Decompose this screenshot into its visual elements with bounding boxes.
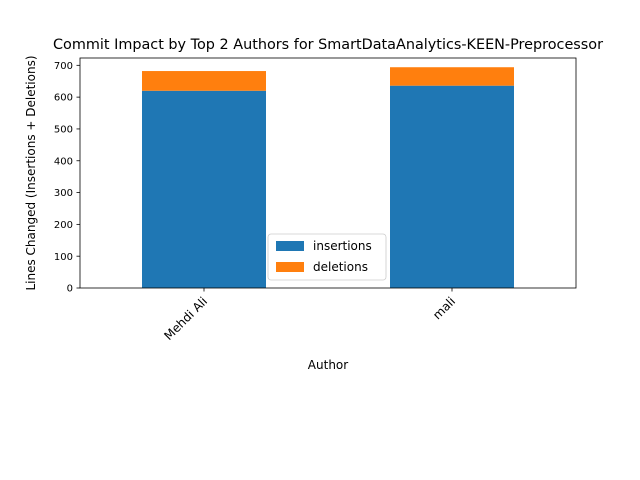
y-tick-label: 600 (54, 93, 73, 104)
y-tick-label: 500 (54, 125, 73, 136)
legend-swatch-deletions (276, 262, 304, 272)
y-axis-label: Lines Changed (Insertions + Deletions) (24, 55, 38, 290)
bar-insertions-1 (390, 85, 514, 288)
x-axis-label: Author (308, 358, 348, 372)
y-tick-label: 0 (67, 284, 73, 295)
y-tick-label: 100 (54, 252, 73, 263)
bar-deletions-1 (390, 67, 514, 86)
chart-title: Commit Impact by Top 2 Authors for Smart… (53, 37, 603, 53)
y-tick-label: 300 (54, 188, 73, 199)
legend-swatch-insertions (276, 241, 304, 251)
y-tick-label: 200 (54, 220, 73, 231)
y-tick-label: 400 (54, 156, 73, 167)
legend-label-insertions: insertions (313, 239, 372, 253)
bar-insertions-0 (142, 90, 266, 288)
plot-frame (79, 57, 577, 289)
legend-label-deletions: deletions (313, 260, 368, 274)
y-tick-label: 700 (54, 61, 73, 72)
bar-deletions-0 (142, 71, 266, 91)
